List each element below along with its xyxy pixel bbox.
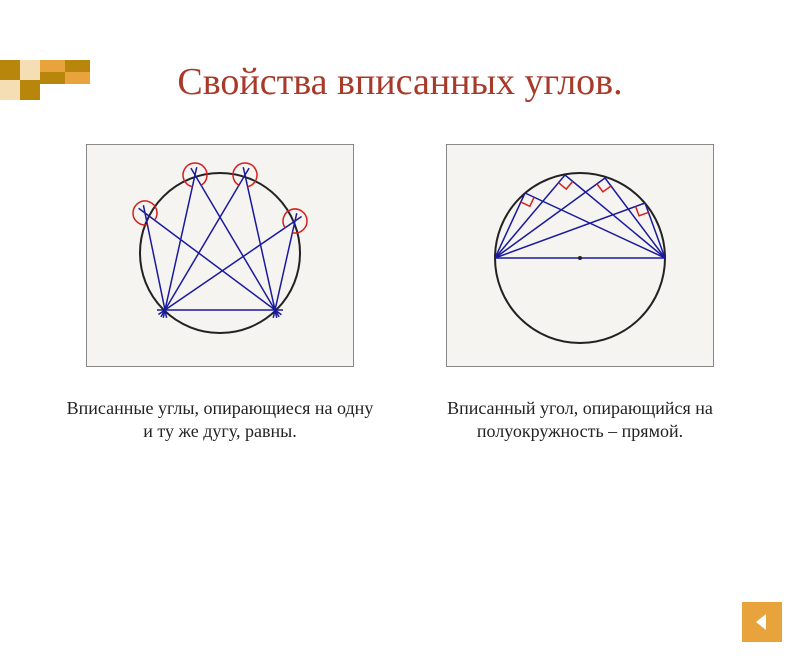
corner-decoration	[0, 60, 120, 120]
diagram-same-arc	[95, 153, 345, 353]
caption-left: Вписанные углы, опирающиеся на одну и ту…	[60, 397, 380, 444]
content-row: Вписанные углы, опирающиеся на одну и ту…	[0, 144, 800, 444]
slide-title: Свойства вписанных углов.	[0, 60, 800, 104]
diagram-semicircle	[455, 153, 705, 353]
panel-right: Вписанный угол, опирающийся на полуокруж…	[420, 144, 740, 444]
caption-right: Вписанный угол, опирающийся на полуокруж…	[420, 397, 740, 444]
figure-right	[446, 144, 714, 367]
panel-left: Вписанные углы, опирающиеся на одну и ту…	[60, 144, 380, 444]
figure-left	[86, 144, 354, 367]
back-button[interactable]	[742, 602, 782, 642]
back-arrow-icon	[750, 610, 774, 634]
